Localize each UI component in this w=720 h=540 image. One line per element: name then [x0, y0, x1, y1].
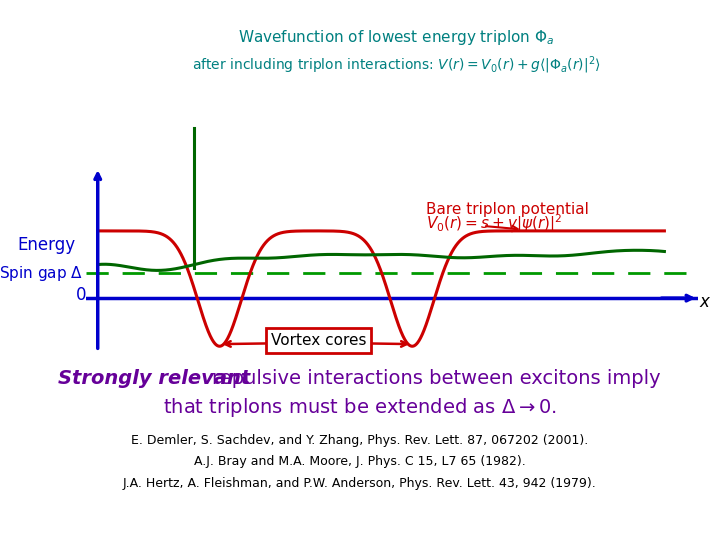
Text: that triplons must be extended as $\Delta\rightarrow 0$.: that triplons must be extended as $\Delt… [163, 396, 557, 419]
Text: Energy: Energy [18, 236, 76, 254]
Text: E. Demler, S. Sachdev, and Y. Zhang, Phys. Rev. Lett. 87, 067202 (2001).: E. Demler, S. Sachdev, and Y. Zhang, Phy… [131, 434, 589, 447]
Text: J.A. Hertz, A. Fleishman, and P.W. Anderson, Phys. Rev. Lett. 43, 942 (1979).: J.A. Hertz, A. Fleishman, and P.W. Ander… [123, 477, 597, 490]
Text: 0: 0 [76, 286, 86, 303]
Text: $V_0(r)=s+v|\psi(r)|^2$: $V_0(r)=s+v|\psi(r)|^2$ [426, 212, 563, 235]
Text: A.J. Bray and M.A. Moore, J. Phys. C 15, L7 65 (1982).: A.J. Bray and M.A. Moore, J. Phys. C 15,… [194, 455, 526, 468]
Text: Strongly relevant: Strongly relevant [58, 368, 250, 388]
Text: Bare triplon potential: Bare triplon potential [426, 202, 589, 217]
Text: after including triplon interactions: $V(r)=V_0(r)+g\langle|\Phi_a(r)|^2\rangle$: after including triplon interactions: $V… [192, 54, 600, 76]
Text: Spin gap $\Delta$: Spin gap $\Delta$ [0, 264, 83, 283]
Text: Wavefunction of lowest energy triplon $\Phi_a$: Wavefunction of lowest energy triplon $\… [238, 28, 554, 48]
Text: Vortex cores: Vortex cores [271, 333, 366, 348]
Text: x: x [699, 293, 709, 312]
Text: repulsive interactions between excitons imply: repulsive interactions between excitons … [212, 368, 661, 388]
